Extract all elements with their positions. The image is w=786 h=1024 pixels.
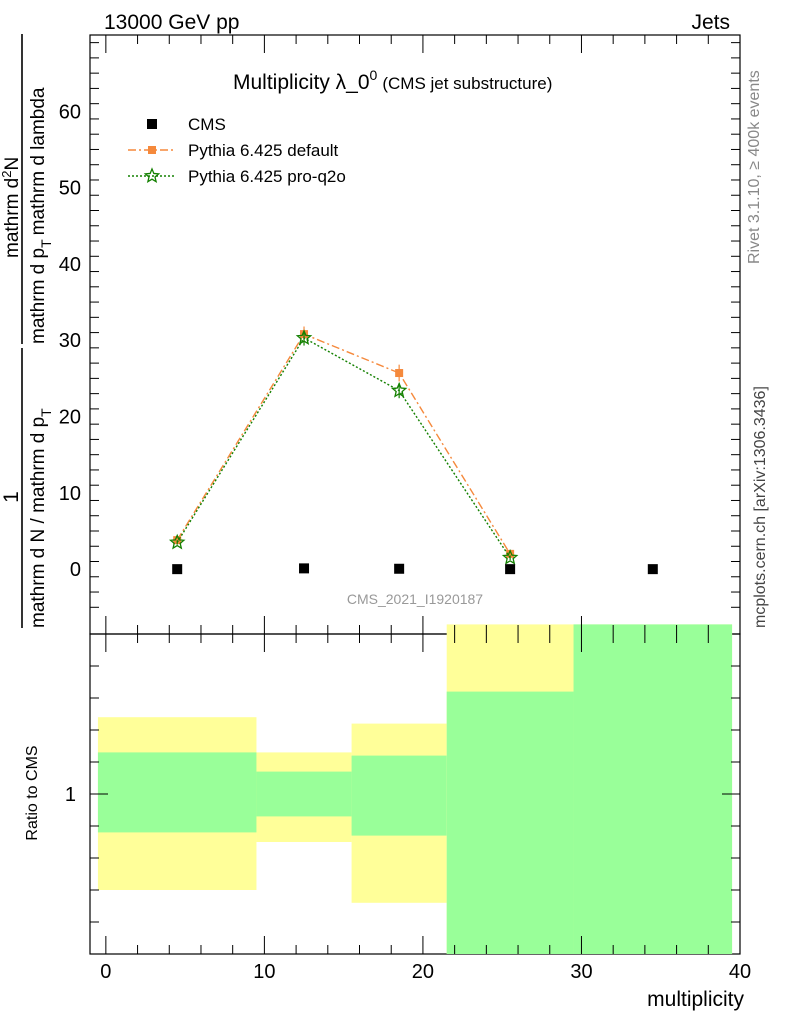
ylabel-numerator-two: mathrm d2N	[0, 157, 23, 258]
x-tick-label: 10	[253, 961, 275, 983]
ylabel-numerator-two-text: mathrm d	[2, 178, 23, 258]
ylabel-denominator-two: mathrm d pTmathrm d lambda	[28, 87, 54, 344]
axes: 0 10 20 30 40 50 60 0 10 20 30 40 1	[59, 35, 751, 983]
series-line	[176, 336, 511, 559]
legend: CMS Pythia 6.425 default Pythia 6.425 pro-…	[128, 115, 346, 186]
ratio-y-axis-label: Ratio to CMS	[24, 745, 41, 840]
plot-title-sup: 0	[370, 67, 378, 83]
analysis-watermark: CMS_2021_I1920187	[347, 591, 483, 607]
data-point	[172, 564, 183, 575]
legend-marker	[143, 167, 161, 184]
plot-title-note: (CMS jet substructure)	[382, 74, 552, 93]
legend-label: Pythia 6.425 pro-q2o	[188, 167, 346, 186]
ylabel-numerator-two-sup: 2	[0, 171, 14, 178]
ylabel-denominator-two-a: mathrm d p	[28, 248, 49, 344]
data-point	[168, 533, 186, 550]
main-y-axis-label: 1 mathrm d N / mathrm d pT mathrm d2N ma…	[0, 34, 54, 628]
data-point	[295, 329, 313, 345]
header-left: 13000 GeV pp	[104, 11, 239, 34]
legend-label: CMS	[188, 115, 226, 134]
plot-title-main: Multiplicity λ_0	[233, 71, 370, 94]
ylabel-denominator-two-sub: T	[38, 239, 54, 248]
ylabel-denominator-two-b: mathrm d lambda	[28, 87, 49, 235]
ylabel-denominator-one-text: mathrm d N / mathrm d p	[28, 417, 49, 628]
data-point	[506, 549, 515, 558]
ratio-bands	[97, 624, 733, 954]
x-axis-label: multiplicity	[647, 988, 744, 1011]
legend-marker	[148, 146, 156, 154]
data-point	[299, 563, 310, 574]
ylabel-denominator-one: mathrm d N / mathrm d pT	[28, 408, 54, 628]
ylabel-numerator-one: 1	[0, 491, 23, 503]
legend-label: Pythia 6.425 default	[188, 141, 339, 160]
data-point	[395, 369, 404, 378]
y-tick-label: 0	[70, 559, 81, 581]
x-tick-label: 30	[570, 961, 592, 983]
legend-marker	[147, 119, 157, 129]
y-tick-label: 20	[59, 407, 81, 429]
data-point	[394, 563, 405, 574]
y-tick-label: 60	[59, 101, 81, 123]
ratio-band-green	[97, 752, 257, 833]
data-point	[505, 564, 516, 575]
data-series	[168, 326, 658, 575]
x-tick-label: 0	[100, 961, 111, 983]
y-tick-label: 50	[59, 178, 81, 200]
x-tick-label: 20	[412, 961, 434, 983]
header-right: Jets	[691, 11, 730, 34]
ratio-band-green	[256, 771, 352, 817]
ratio-y-tick-label: 1	[65, 784, 76, 806]
y-tick-label: 40	[59, 254, 81, 276]
x-tick-label: 40	[729, 961, 751, 983]
series-line	[176, 333, 511, 555]
ratio-band-green	[351, 755, 447, 836]
y-tick-label: 10	[59, 483, 81, 505]
mcplots-label: mcplots.cern.ch [arXiv:1306.3436]	[752, 386, 769, 628]
plot-title: Multiplicity λ_00 (CMS jet substructure)	[233, 67, 552, 94]
rivet-version-label: Rivet 3.1.10, ≥ 400k events	[746, 70, 763, 264]
y-tick-label: 30	[59, 330, 81, 352]
data-point	[647, 564, 658, 575]
data-point	[390, 381, 408, 398]
data-point	[501, 548, 519, 565]
ylabel-numerator-two-rest: N	[2, 157, 23, 171]
ylabel-denominator-one-sub: T	[38, 408, 54, 417]
ratio-band-green	[446, 691, 574, 954]
ratio-band-green	[573, 624, 733, 954]
